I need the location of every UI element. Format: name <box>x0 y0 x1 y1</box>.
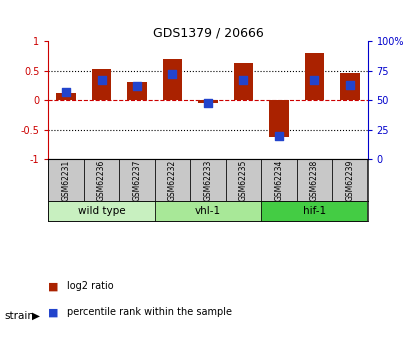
Point <box>63 89 69 95</box>
Text: GSM62236: GSM62236 <box>97 159 106 201</box>
Text: GDS1379 / 20666: GDS1379 / 20666 <box>152 27 263 40</box>
Bar <box>226 159 261 201</box>
Point <box>276 133 282 138</box>
Point <box>205 100 211 106</box>
Bar <box>155 201 261 221</box>
Bar <box>190 159 226 201</box>
Bar <box>332 159 368 201</box>
Bar <box>340 73 360 100</box>
Point <box>98 78 105 83</box>
Text: wild type: wild type <box>78 206 125 216</box>
Bar <box>234 63 253 100</box>
Text: GSM62234: GSM62234 <box>274 159 284 201</box>
Bar <box>84 159 119 201</box>
Text: GSM62232: GSM62232 <box>168 160 177 201</box>
Text: log2 ratio: log2 ratio <box>67 282 114 291</box>
Bar <box>48 159 84 201</box>
Text: GSM62231: GSM62231 <box>62 160 71 201</box>
Text: GSM62237: GSM62237 <box>132 159 142 201</box>
Bar <box>92 69 111 100</box>
Text: percentile rank within the sample: percentile rank within the sample <box>67 307 232 317</box>
Text: ▶: ▶ <box>32 311 39 321</box>
Text: hif-1: hif-1 <box>303 206 326 216</box>
Point <box>346 82 353 88</box>
Text: ■: ■ <box>48 307 59 317</box>
Bar <box>163 59 182 100</box>
Point <box>311 78 318 83</box>
Text: vhl-1: vhl-1 <box>195 206 221 216</box>
Bar <box>119 159 155 201</box>
Bar <box>56 93 76 100</box>
Bar <box>304 53 324 100</box>
Point <box>240 78 247 83</box>
Point <box>169 72 176 77</box>
Text: GSM62233: GSM62233 <box>203 159 213 201</box>
Text: strain: strain <box>4 311 34 321</box>
Bar <box>261 159 297 201</box>
Bar <box>269 100 289 137</box>
Point <box>134 83 140 89</box>
Text: ■: ■ <box>48 282 59 291</box>
Bar <box>48 201 155 221</box>
Bar <box>261 201 368 221</box>
Text: GSM62238: GSM62238 <box>310 160 319 201</box>
Text: GSM62239: GSM62239 <box>345 159 354 201</box>
Text: GSM62235: GSM62235 <box>239 159 248 201</box>
Bar <box>155 159 190 201</box>
Bar <box>198 100 218 103</box>
Bar <box>127 82 147 100</box>
Bar <box>297 159 332 201</box>
